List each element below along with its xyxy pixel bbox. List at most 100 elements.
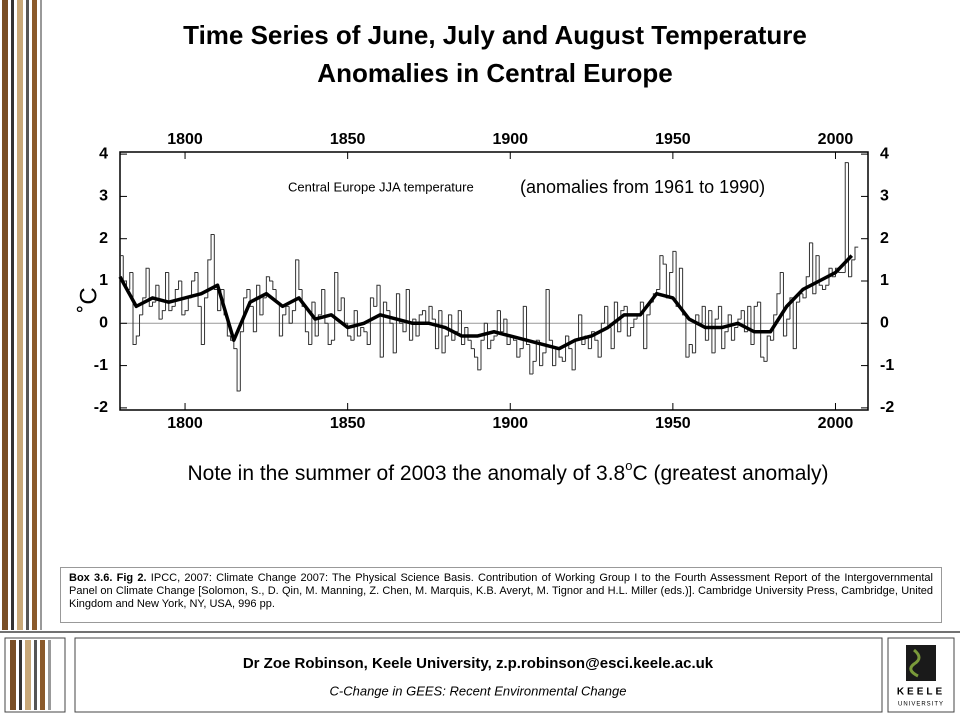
annual-step [204, 297, 208, 345]
annual-step [155, 284, 160, 303]
annual-step [743, 310, 748, 333]
annual-step [272, 281, 277, 290]
annual-step [148, 268, 153, 307]
annual-step [395, 293, 400, 353]
y-tick-label: -1 [94, 357, 108, 374]
annual-step [704, 306, 709, 341]
annual-step [522, 305, 527, 349]
annual-step [490, 339, 494, 349]
logo-text: KEELE [897, 687, 945, 698]
annual-step [197, 272, 202, 307]
annual-step [574, 339, 579, 370]
annual-step [392, 323, 397, 354]
annual-step [382, 301, 387, 358]
annual-step [802, 293, 807, 299]
y-tick-label: 4 [880, 145, 889, 162]
annual-step [561, 357, 566, 362]
annual-step [239, 331, 244, 391]
annual-step [308, 331, 312, 345]
x-tick-label: 1900 [492, 415, 528, 432]
x-tick-label: 1800 [167, 415, 203, 432]
annual-step [282, 314, 286, 336]
y-tick-label: -1 [880, 357, 894, 374]
annual-step [444, 335, 449, 353]
annual-step [360, 327, 364, 336]
annual-step [568, 335, 573, 350]
annual-step [571, 348, 576, 371]
annual-step [782, 272, 787, 337]
annual-step [691, 344, 696, 354]
annual-step [363, 327, 368, 333]
annual-step [412, 318, 416, 341]
y-tick-label: 1 [99, 272, 108, 289]
annual-step [763, 357, 768, 362]
logo-text: UNIVERSITY [898, 702, 944, 708]
annual-step [451, 314, 455, 341]
annual-step [769, 335, 774, 341]
annual-step [711, 310, 716, 354]
annual-step [646, 314, 651, 349]
annual-step [558, 348, 563, 358]
annual-step [256, 284, 260, 332]
annual-step [369, 297, 374, 345]
annual-step [330, 339, 335, 345]
annual-step [259, 285, 264, 316]
annual-step [542, 352, 547, 366]
annual-step [708, 310, 712, 341]
annual-step [701, 305, 706, 324]
y-tick-label: 2 [880, 230, 889, 247]
annual-step [337, 272, 342, 312]
annual-step [467, 327, 472, 341]
annual-step [457, 310, 462, 332]
annual-step [252, 306, 257, 333]
x-tick-label: 1950 [655, 415, 691, 432]
note-sup: o [625, 458, 632, 473]
annual-step [792, 297, 797, 350]
annual-step [213, 234, 218, 290]
annual-step [220, 288, 225, 311]
annual-step [503, 318, 508, 332]
y-tick-label: 3 [99, 188, 108, 205]
annotation: (anomalies from 1961 to 1990) [520, 177, 765, 197]
annual-step [717, 305, 722, 320]
annual-step [773, 314, 777, 341]
note-text: Note in the summer of 2003 the anomaly o… [187, 462, 625, 485]
citation: Box 3.6. Fig 2. IPCC, 2007: Climate Chan… [60, 567, 942, 623]
annual-step [288, 306, 293, 324]
annual-step [366, 331, 371, 345]
annual-step [178, 280, 182, 290]
annual-step [210, 233, 215, 260]
annual-step [643, 302, 647, 350]
annual-step [591, 331, 595, 349]
annual-step [617, 302, 621, 333]
y-tick-label: -2 [94, 399, 108, 416]
annual-step [434, 319, 439, 350]
annual-step [418, 314, 423, 336]
annual-step [776, 293, 781, 315]
y-tick-label: 0 [99, 315, 108, 332]
annual-step [200, 306, 205, 345]
annual-step [610, 327, 615, 350]
annual-step [405, 288, 410, 332]
annual-step [321, 288, 325, 315]
annual-step [678, 267, 683, 307]
footer-box [74, 637, 883, 713]
annual-step [623, 305, 628, 311]
annual-step [750, 306, 755, 345]
x-tick-label: 1800 [167, 131, 203, 148]
annual-step [438, 310, 442, 349]
annual-step [565, 335, 569, 362]
y-tick-label: 4 [99, 145, 108, 162]
annual-step [168, 272, 173, 312]
annual-step [246, 288, 251, 298]
annual-step [688, 343, 693, 358]
annual-step [236, 348, 241, 392]
annual-step [431, 306, 436, 320]
annual-step [789, 297, 794, 320]
annual-step [685, 314, 690, 358]
logo-box [887, 637, 955, 713]
annual-step [620, 310, 625, 332]
annual-step [304, 306, 309, 333]
annual-step [129, 272, 134, 290]
